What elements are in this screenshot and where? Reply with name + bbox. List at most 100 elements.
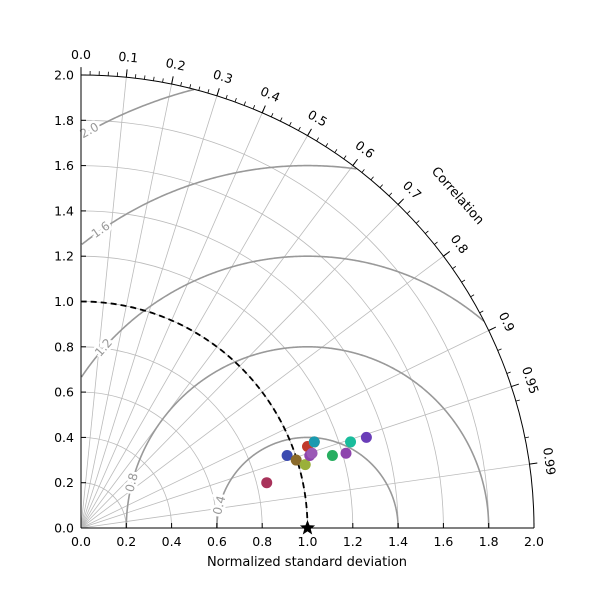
- data-point: [360, 431, 372, 443]
- correlation-minor-tick: [506, 371, 511, 374]
- y-tick-label: 0.8: [54, 339, 74, 354]
- correlation-minor-tick: [425, 230, 429, 234]
- x-tick-label: 0.2: [116, 534, 136, 549]
- correlation-minor-tick: [343, 155, 347, 160]
- correlation-grid-line: [80, 95, 218, 529]
- rms-contour: [216, 436, 399, 528]
- std-grid-arc: [80, 482, 127, 529]
- correlation-minor-tick: [252, 105, 256, 110]
- x-tick-label: 1.8: [479, 534, 499, 549]
- correlation-tick-label: 0.2: [164, 55, 186, 74]
- rms-contour: [80, 88, 195, 137]
- data-point: [306, 447, 318, 459]
- correlation-tick-label: 0.3: [211, 66, 234, 86]
- correlation-minor-tick: [216, 91, 219, 96]
- correlation-minor-tick: [497, 348, 502, 351]
- correlation-minor-tick: [162, 78, 164, 83]
- correlation-minor-tick: [524, 436, 530, 439]
- correlation-minor-tick: [334, 149, 338, 153]
- y-tick-label: 1.8: [54, 113, 74, 128]
- correlation-tick-label: 0.0: [71, 47, 91, 62]
- x-tick-label: 1.4: [388, 534, 408, 549]
- correlation-tick-label: 0.6: [353, 137, 378, 161]
- correlation-minor-tick: [397, 201, 402, 205]
- correlation-tick-label: 0.8: [448, 232, 472, 257]
- correlation-tick: [511, 383, 520, 388]
- reference-std-arc: [80, 300, 309, 529]
- rms-contour-label: 0.8: [122, 472, 140, 494]
- x-tick-label: 0.0: [71, 534, 91, 549]
- rms-contour-label: 0.4: [210, 494, 228, 516]
- correlation-minor-tick: [243, 101, 246, 106]
- correlation-minor-tick: [452, 266, 457, 270]
- correlation-minor-tick: [470, 294, 475, 298]
- y-tick-label: 1.0: [54, 294, 74, 309]
- correlation-tick-label: 0.95: [519, 365, 542, 396]
- data-points: [261, 431, 372, 535]
- y-tick-label: 0.0: [54, 521, 74, 536]
- correlation-minor-tick: [325, 143, 329, 147]
- correlation-minor-tick: [415, 220, 420, 224]
- correlation-minor-tick: [461, 279, 466, 283]
- x-tick-label: 0.4: [162, 534, 182, 549]
- correlation-minor-tick: [379, 184, 383, 188]
- data-point: [345, 436, 357, 448]
- data-point: [261, 477, 273, 489]
- correlation-minor-tick: [388, 192, 393, 197]
- correlation-minor-tick: [198, 86, 201, 91]
- correlation-tick-label: 0.9: [496, 309, 518, 333]
- correlation-tick: [529, 462, 538, 465]
- correlation-tick-label: 0.7: [400, 178, 425, 203]
- data-point: [281, 450, 293, 462]
- correlation-minor-tick: [171, 80, 173, 85]
- std-grid-arc: [80, 210, 399, 529]
- correlation-minor-tick: [479, 310, 484, 314]
- y-tick-label: 0.4: [54, 430, 74, 445]
- x-tick-label: 1.6: [433, 534, 453, 549]
- data-point: [290, 454, 302, 466]
- x-axis-label: Normalized standard deviation: [207, 555, 407, 570]
- correlation-minor-tick: [270, 113, 274, 118]
- correlation-minor-tick: [234, 98, 237, 103]
- correlation-tick-label: 0.1: [118, 49, 139, 66]
- std-grid-arc: [80, 346, 263, 529]
- std-grid-arc: [80, 119, 490, 529]
- data-point: [340, 447, 352, 459]
- outer-arc: [80, 74, 535, 529]
- correlation-minor-tick: [279, 117, 283, 122]
- correlation-minor-tick: [225, 94, 228, 99]
- reference-star-marker: [299, 520, 316, 535]
- rms-contour: [81, 164, 357, 246]
- correlation-grid-line: [80, 165, 354, 529]
- correlation-minor-tick: [261, 108, 265, 113]
- x-tick-label: 1.2: [343, 534, 363, 549]
- data-point: [308, 436, 320, 448]
- correlation-tick-label: 0.5: [305, 107, 330, 130]
- correlation-minor-tick: [289, 121, 292, 126]
- correlation-axis-label: Correlation: [428, 164, 487, 228]
- std-grid-arc: [80, 255, 354, 529]
- rms-contour-label: 1.6: [89, 219, 113, 241]
- correlation-tick-label: 0.4: [258, 83, 282, 105]
- correlation-minor-tick: [298, 126, 301, 131]
- correlation-minor-tick: [307, 131, 310, 136]
- y-tick-label: 0.2: [54, 475, 74, 490]
- correlation-minor-tick: [352, 162, 356, 166]
- std-grid-arc: [80, 391, 218, 529]
- data-point: [326, 450, 338, 462]
- correlation-minor-tick: [189, 84, 192, 89]
- correlation-tick-label: 0.99: [540, 446, 559, 476]
- data-point: [299, 459, 311, 471]
- correlation-minor-tick: [443, 253, 447, 257]
- y-tick-label: 1.4: [54, 203, 74, 218]
- x-tick-label: 0.6: [207, 534, 227, 549]
- correlation-minor-tick: [153, 76, 155, 81]
- x-tick-label: 0.8: [252, 534, 272, 549]
- y-tick-label: 1.6: [54, 158, 74, 173]
- correlation-minor-tick: [361, 169, 365, 173]
- std-grid-arc: [80, 165, 444, 529]
- x-tick-label: 1.0: [298, 534, 318, 549]
- y-tick-label: 0.6: [54, 385, 74, 400]
- rms-contour: [80, 255, 485, 378]
